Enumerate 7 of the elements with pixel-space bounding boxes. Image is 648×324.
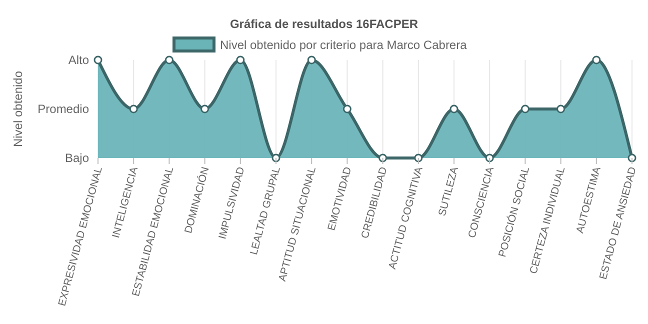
x-tick-label: LEALTAD GRUPAL: [248, 166, 283, 256]
annotation: Bajo: [64, 151, 90, 165]
chart-title: Gráfica de resultados 16FACPER: [230, 17, 418, 31]
annotation: Alto: [68, 53, 90, 67]
annotation: Promedio: [38, 102, 90, 116]
legend-label: Nivel obtenido por criterio para Marco Cabrera: [220, 38, 468, 52]
y-axis-title: Nivel obtenido: [11, 70, 25, 148]
